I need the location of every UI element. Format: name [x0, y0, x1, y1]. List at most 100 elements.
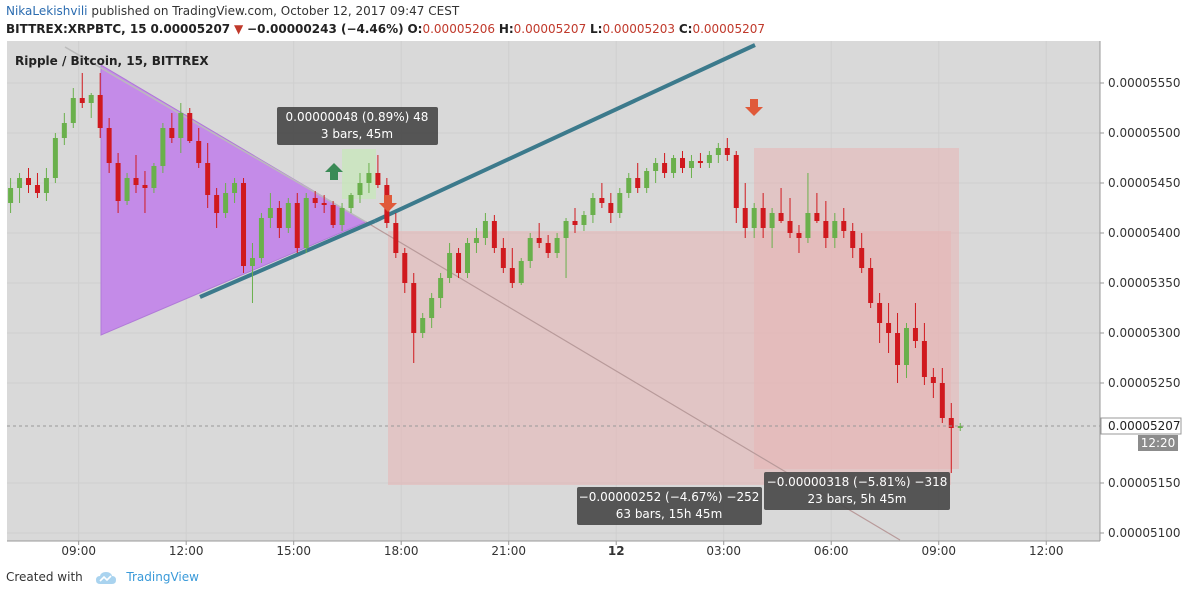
candle-body-33 [303, 198, 309, 248]
symmetrical-triangle [100, 64, 368, 336]
candle-body-6 [61, 123, 67, 138]
candle-body-73 [662, 163, 668, 173]
candle-body-86 [778, 213, 784, 221]
candle-body-44 [402, 253, 408, 283]
candle-body-65 [590, 198, 596, 215]
candle-body-66 [599, 198, 605, 203]
published-text: published on TradingView.com, October 12… [91, 4, 460, 18]
candle-body-54 [491, 221, 497, 248]
time-tick-5: 12 [608, 544, 625, 558]
measure-b2-line2: 23 bars, 5h 45m [808, 492, 907, 506]
candle-body-55 [500, 248, 506, 268]
candle-body-41 [375, 173, 381, 185]
candle-body-90 [814, 213, 820, 221]
candle-body-85 [769, 213, 775, 228]
time-axis-ticks: 09:00 12:00 15:00 18:00 21:00 12 03:00 06:00 09:… [61, 541, 1064, 558]
long-arrow-icon [325, 163, 343, 180]
candle-body-69 [626, 178, 632, 193]
measure-box-bottom-2: −0.00000318 (−5.81%) −318 23 bars, 5h 45… [764, 472, 950, 510]
candle-body-88 [796, 233, 802, 238]
price-tick-1: 0.00005500 [1108, 126, 1181, 140]
candle-body-79 [715, 148, 721, 155]
candle-body-72 [653, 163, 659, 171]
candle-body-98 [886, 323, 892, 333]
candle-body-4 [43, 178, 49, 193]
close-value: 0.00005207 [692, 22, 765, 36]
candle-body-0 [8, 188, 14, 203]
symbol-label: BITTREX:XRPBTC, 15 [6, 22, 147, 36]
price-tick-0: 0.00005550 [1108, 76, 1181, 90]
time-tick-2: 15:00 [276, 544, 311, 558]
candle-body-97 [877, 303, 883, 323]
candle-body-39 [357, 183, 363, 195]
publish-line: NikaLekishvili published on TradingView.… [6, 4, 459, 18]
candle-body-47 [429, 298, 435, 318]
tradingview-link[interactable]: TradingView [126, 570, 199, 584]
measure-box-bottom-1: −0.00000252 (−4.67%) −252 63 bars, 15h 4… [577, 487, 762, 525]
last-price-badge: 0.00005207 12:20 [1100, 417, 1182, 451]
price-tick-8: 0.00005100 [1108, 526, 1181, 540]
candle-body-36 [330, 205, 336, 225]
price-chart[interactable]: 0.00000048 (0.89%) 48 3 bars, 45m −0.000… [0, 40, 1184, 562]
candle-body-68 [617, 193, 623, 213]
short-arrow-icon-2 [745, 99, 763, 116]
candle-body-12 [115, 163, 121, 201]
candle-body-21 [196, 141, 202, 163]
candle-body-50 [456, 253, 462, 273]
candle-body-102 [921, 341, 927, 377]
price-tick-5: 0.00005300 [1108, 326, 1181, 340]
candle-body-14 [133, 178, 139, 185]
short-zone-2 [754, 148, 959, 469]
author-link[interactable]: NikaLekishvili [6, 4, 88, 18]
tradingview-cloud-icon [95, 571, 116, 584]
candle-body-78 [706, 155, 712, 163]
candle-body-82 [742, 208, 748, 228]
measure-b2-line1: −0.00000318 (−5.81%) −318 [767, 475, 948, 489]
candle-body-77 [697, 161, 703, 163]
short-arrow-icon-1 [379, 195, 397, 212]
ohlc-line: BITTREX:XRPBTC, 15 0.00005207 ▼ −0.00000… [6, 22, 765, 36]
footer: Created with TradingView [6, 570, 199, 585]
candle-body-25 [232, 183, 238, 193]
candle-body-43 [393, 223, 399, 253]
candle-body-48 [438, 278, 444, 298]
candle-body-45 [411, 283, 417, 333]
candle-body-49 [447, 253, 453, 278]
candle-body-52 [473, 238, 479, 243]
candle-body-1 [17, 178, 23, 188]
candle-body-94 [850, 231, 856, 248]
candle-body-18 [169, 128, 175, 138]
candle-body-92 [832, 221, 838, 238]
candle-body-57 [518, 261, 524, 283]
candle-body-24 [223, 193, 229, 213]
triangle-lower-trend-line [199, 219, 376, 299]
time-tick-4: 21:00 [491, 544, 526, 558]
candle-body-103 [930, 377, 936, 383]
chart-title: Ripple / Bitcoin, 15, BITTREX [15, 54, 209, 68]
candle-body-3 [34, 185, 40, 193]
candle-body-104 [939, 383, 945, 418]
measure-b1-line2: 63 bars, 15h 45m [616, 507, 723, 521]
candle-body-80 [724, 148, 730, 155]
time-tick-9: 12:00 [1029, 544, 1064, 558]
candle-body-37 [339, 208, 345, 225]
candle-body-29 [267, 208, 273, 218]
measure-top-line1: 0.00000048 (0.89%) 48 [286, 110, 429, 124]
close-label: C: [678, 22, 693, 36]
measure-box-top: 0.00000048 (0.89%) 48 3 bars, 45m [277, 107, 438, 145]
candle-body-84 [760, 208, 766, 228]
candle-body-8 [79, 98, 85, 103]
candle-body-31 [285, 203, 291, 228]
candle-body-58 [527, 238, 533, 261]
chart-header: NikaLekishvili published on TradingView.… [0, 0, 1184, 40]
candle-body-34 [312, 198, 318, 203]
high-label: H: [498, 22, 514, 36]
candle-body-27 [249, 258, 255, 266]
candle-body-62 [563, 221, 569, 238]
candle-body-53 [482, 221, 488, 238]
price-change: −0.00000243 (−4.46%) [247, 22, 404, 36]
countdown-text: 12:20 [1141, 436, 1176, 450]
candle-body-20 [187, 113, 193, 141]
candle-body-13 [124, 178, 130, 201]
price-axis [1100, 41, 1184, 541]
